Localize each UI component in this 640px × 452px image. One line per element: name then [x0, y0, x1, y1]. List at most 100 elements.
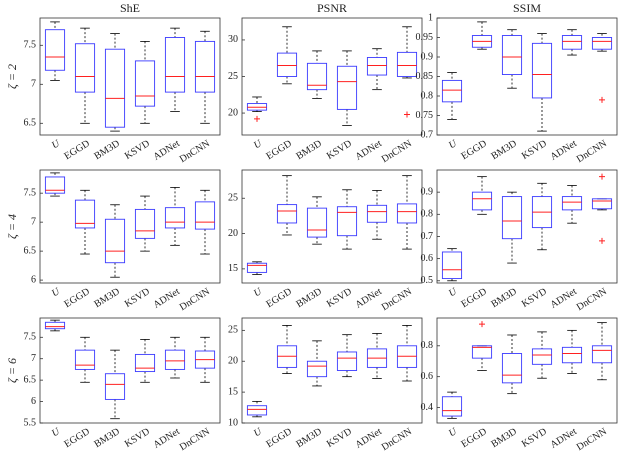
x-tick-label: U	[447, 286, 460, 300]
y-tick-label: 0.85	[416, 71, 434, 82]
box	[561, 35, 583, 50]
y-tick-label: 6.5	[24, 245, 37, 256]
x-tick-label: BM3D	[294, 426, 323, 450]
box	[74, 43, 96, 93]
box	[246, 405, 268, 416]
x-tick-label: KSVD	[520, 286, 549, 310]
y-tick-label: 20	[228, 228, 238, 239]
box	[336, 351, 358, 371]
y-tick-label: 0.4	[421, 402, 434, 413]
y-tick-label: 0.8	[421, 209, 434, 220]
y-tick-label: 7	[31, 353, 36, 364]
y-tick-label: 0.8	[421, 340, 434, 351]
y-tick-label: 5.5	[24, 417, 37, 428]
box	[501, 353, 523, 384]
outlier	[599, 237, 605, 244]
y-axis-label: ζ = 4	[5, 214, 19, 239]
box	[591, 37, 613, 50]
y-tick-label: 6	[31, 274, 36, 285]
y-tick-label: 25	[228, 193, 238, 204]
box	[336, 65, 358, 110]
y-tick-label: 1	[428, 12, 433, 23]
x-tick-label: ADNet	[151, 286, 182, 311]
x-tick-label: KSVD	[325, 286, 354, 310]
box	[591, 198, 613, 210]
y-tick-label: 0.9	[421, 186, 434, 197]
box	[164, 207, 186, 229]
x-tick-label: ADNet	[353, 426, 384, 451]
chart-title: ShE	[120, 1, 140, 15]
plot-area	[241, 17, 423, 136]
plot-area	[241, 317, 423, 424]
outlier	[599, 173, 605, 180]
x-tick-label: ADNet	[151, 138, 182, 163]
box	[471, 345, 493, 359]
y-tick-label: 7	[31, 79, 36, 90]
y-tick-label: 6.5	[24, 374, 37, 385]
x-tick-label: EGGD	[62, 426, 91, 450]
x-tick-label: BM3D	[489, 426, 518, 450]
box	[561, 346, 583, 364]
x-tick-label: BM3D	[92, 426, 121, 450]
box	[74, 349, 96, 370]
x-tick-label: U	[252, 286, 265, 300]
x-tick-label: U	[50, 138, 63, 152]
box	[44, 176, 66, 194]
y-axis-label: ζ = 2	[5, 64, 19, 89]
box	[441, 251, 463, 280]
x-tick-label: DnCNN	[380, 286, 414, 313]
outlier	[254, 115, 260, 122]
box	[441, 79, 463, 103]
x-tick-label: U	[50, 286, 63, 300]
box	[164, 349, 186, 370]
plot-area	[436, 317, 618, 424]
plot-area	[436, 169, 618, 284]
x-tick-label: ADNet	[548, 138, 579, 163]
chart-title: SSIM	[513, 1, 541, 15]
y-tick-label: 7.5	[24, 40, 37, 51]
x-tick-label: EGGD	[62, 286, 91, 310]
box	[561, 196, 583, 211]
box	[276, 52, 298, 77]
box	[591, 345, 613, 364]
x-tick-label: EGGD	[264, 286, 293, 310]
y-tick-label: 0.9	[421, 51, 434, 62]
box	[441, 396, 463, 417]
x-tick-label: ADNet	[548, 286, 579, 311]
x-tick-label: DnCNN	[575, 426, 609, 452]
x-tick-label: BM3D	[92, 286, 121, 310]
x-tick-label: BM3D	[489, 286, 518, 310]
chart-title: PSNR	[317, 1, 347, 15]
outlier	[404, 111, 410, 118]
x-tick-label: KSVD	[123, 138, 152, 162]
x-tick-label: BM3D	[294, 286, 323, 310]
y-tick-label: 0.75	[416, 110, 434, 121]
x-tick-label: EGGD	[459, 286, 488, 310]
plot-area	[39, 169, 221, 284]
y-tick-label: 7.5	[24, 187, 37, 198]
box	[366, 204, 388, 223]
y-tick-label: 0.8	[421, 90, 434, 101]
box	[306, 207, 328, 238]
x-tick-label: DnCNN	[575, 286, 609, 313]
x-tick-label: KSVD	[123, 426, 152, 450]
box	[531, 348, 553, 365]
box	[134, 60, 156, 107]
y-tick-label: 30	[228, 34, 238, 45]
x-tick-label: EGGD	[459, 426, 488, 450]
y-tick-label: 20	[228, 356, 238, 367]
x-tick-label: EGGD	[459, 138, 488, 162]
box	[396, 51, 418, 77]
box	[104, 218, 126, 264]
box	[396, 203, 418, 224]
y-tick-label: 0.7	[421, 129, 434, 140]
x-tick-label: KSVD	[520, 138, 549, 162]
x-tick-label: U	[447, 426, 460, 440]
x-tick-label: ADNet	[353, 286, 384, 311]
outlier	[479, 321, 485, 328]
x-tick-label: ADNet	[548, 426, 579, 451]
box	[471, 191, 493, 211]
box	[531, 42, 553, 99]
plot-area	[436, 17, 618, 136]
